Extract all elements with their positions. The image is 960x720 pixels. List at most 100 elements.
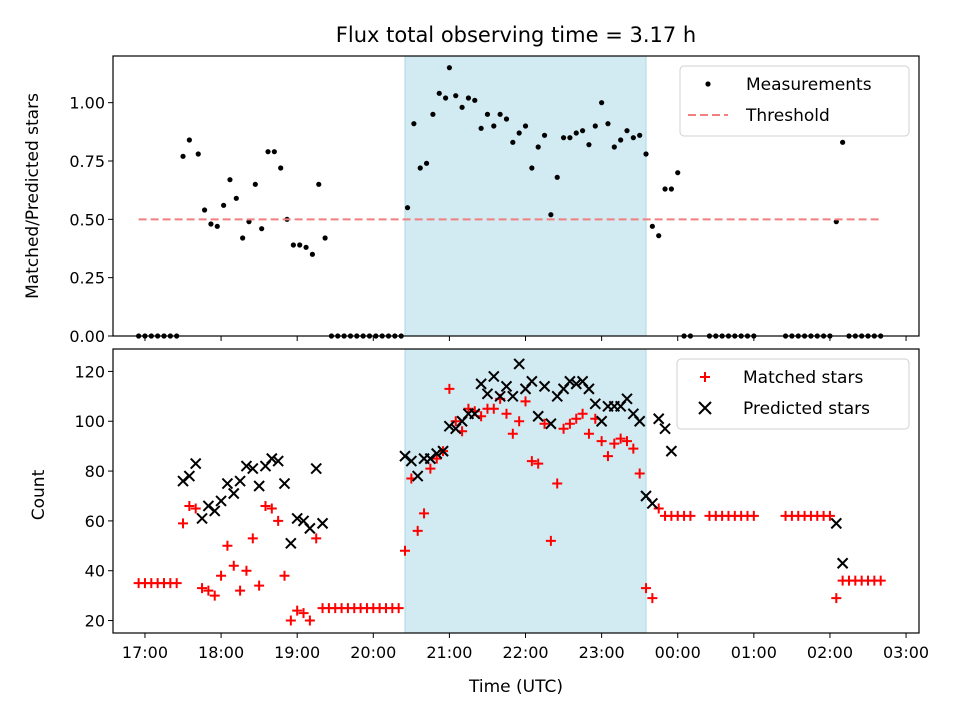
data-point (539, 418, 550, 429)
data-point (197, 583, 208, 594)
legend-marker (698, 401, 712, 415)
data-point (240, 460, 253, 472)
data-point (311, 533, 322, 544)
data-point (208, 221, 214, 227)
data-point (501, 408, 512, 419)
data-point (254, 580, 265, 591)
data-point (309, 251, 316, 257)
data-point (190, 503, 201, 514)
data-point (400, 545, 411, 556)
data-point (442, 95, 449, 101)
data-point (189, 457, 202, 470)
x-tick-label: 22:00 (502, 643, 548, 662)
data-point (310, 462, 322, 475)
data-point (621, 393, 633, 405)
y-tick-label: 120 (74, 362, 105, 381)
series-predicted-stars (177, 358, 849, 569)
data-point (316, 517, 329, 530)
data-point (656, 233, 662, 239)
data-point (647, 593, 658, 604)
data-point (241, 565, 252, 576)
data-point (278, 165, 284, 171)
data-point (304, 615, 315, 626)
data-point (227, 177, 233, 183)
data-point (430, 111, 436, 117)
x-tick-label: 20:00 (350, 643, 396, 662)
data-point (831, 593, 842, 604)
data-point (599, 100, 605, 106)
data-point (630, 135, 636, 141)
data-point (558, 423, 569, 434)
data-point (624, 128, 630, 134)
data-point (265, 149, 271, 155)
data-point (279, 570, 290, 581)
data-point (412, 525, 423, 536)
data-point (425, 463, 436, 474)
data-point (554, 174, 560, 180)
data-point (577, 408, 588, 419)
data-point (548, 212, 554, 218)
bottom-y-axis-label: Count (29, 469, 49, 520)
data-point (634, 468, 645, 479)
data-point (665, 445, 678, 457)
data-point (830, 517, 843, 530)
y-tick-label: 0.00 (69, 327, 105, 346)
data-point (216, 570, 227, 581)
data-point (595, 415, 608, 427)
data-point (260, 500, 271, 511)
x-tick-label: 17:00 (122, 643, 168, 662)
x-axis-label: Time (UTC) (468, 677, 563, 697)
data-point (488, 370, 500, 383)
data-point (266, 452, 278, 465)
data-point (573, 130, 579, 136)
data-point (459, 104, 465, 110)
x-tick-label: 03:00 (883, 643, 929, 662)
y-tick-label: 100 (74, 412, 105, 431)
data-point (246, 219, 252, 225)
data-point (201, 207, 208, 213)
data-point (583, 383, 595, 395)
data-point (423, 160, 430, 166)
data-point (628, 443, 639, 454)
data-point (411, 470, 424, 482)
data-point (443, 420, 456, 432)
x-tick-label: 21:00 (426, 643, 472, 662)
data-point (589, 398, 601, 410)
data-point (297, 242, 303, 248)
data-point (196, 512, 208, 525)
data-point (570, 378, 582, 390)
data-point (615, 433, 626, 444)
data-point (668, 186, 674, 192)
x-tick-label: 01:00 (731, 643, 777, 662)
data-point (592, 123, 598, 129)
data-point (304, 522, 316, 535)
y-tick-label: 1.00 (69, 94, 105, 113)
data-point (567, 135, 573, 141)
y-tick-label: 80 (85, 462, 105, 481)
data-point (662, 186, 668, 192)
data-point (405, 455, 418, 467)
series-measurements (136, 65, 884, 339)
data-point (652, 413, 665, 425)
data-point (436, 90, 442, 96)
data-point (510, 139, 516, 145)
data-point (272, 455, 284, 467)
data-point (472, 97, 478, 103)
data-point (178, 518, 189, 529)
data-point (491, 123, 497, 129)
data-point (514, 416, 525, 427)
data-point (526, 456, 537, 467)
data-point (605, 121, 611, 127)
data-point (303, 244, 309, 250)
y-tick-label: 20 (85, 612, 105, 631)
data-point (214, 223, 220, 229)
data-point (659, 423, 671, 435)
legend-label: Measurements (746, 75, 872, 95)
data-point (285, 537, 297, 550)
axes-frame (112, 348, 920, 634)
data-point (507, 390, 519, 403)
y-tick-label: 0.75 (69, 152, 105, 171)
data-point (209, 590, 220, 601)
data-point (235, 585, 246, 596)
